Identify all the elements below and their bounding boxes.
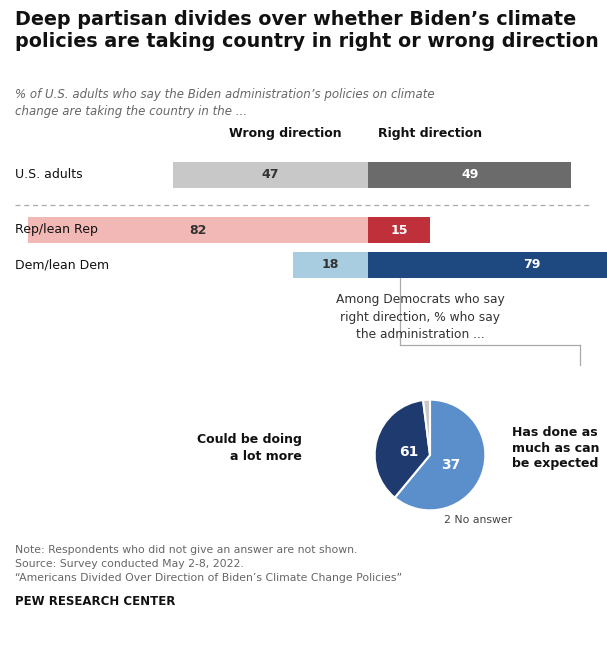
Text: Note: Respondents who did not give an answer are not shown.: Note: Respondents who did not give an an…: [15, 545, 358, 555]
Text: 79: 79: [523, 258, 541, 271]
Text: Source: Survey conducted May 2-8, 2022.: Source: Survey conducted May 2-8, 2022.: [15, 559, 244, 569]
Wedge shape: [395, 400, 486, 510]
Text: “Americans Divided Over Direction of Biden’s Climate Change Policies”: “Americans Divided Over Direction of Bid…: [15, 573, 402, 583]
Bar: [28, 217, 368, 243]
Text: 15: 15: [390, 224, 408, 236]
Text: Right direction: Right direction: [378, 127, 482, 140]
Text: % of U.S. adults who say the Biden administration’s policies on climate
change a: % of U.S. adults who say the Biden admin…: [15, 88, 435, 117]
Text: 2 No answer: 2 No answer: [444, 515, 512, 525]
Text: Dem/lean Dem: Dem/lean Dem: [15, 258, 109, 271]
Text: Has done as
much as can
be expected: Has done as much as can be expected: [512, 426, 600, 471]
Text: Deep partisan divides over whether Biden’s climate
policies are taking country i: Deep partisan divides over whether Biden…: [15, 10, 599, 51]
Text: 37: 37: [441, 458, 461, 472]
Text: 47: 47: [262, 169, 279, 181]
Text: U.S. adults: U.S. adults: [15, 169, 83, 181]
Text: PEW RESEARCH CENTER: PEW RESEARCH CENTER: [15, 595, 175, 608]
Wedge shape: [423, 400, 430, 455]
Wedge shape: [375, 400, 430, 498]
Bar: [368, 162, 571, 188]
Text: 18: 18: [322, 258, 339, 271]
Text: 49: 49: [461, 169, 478, 181]
Text: Could be doing
a lot more: Could be doing a lot more: [197, 434, 302, 463]
Bar: [173, 162, 368, 188]
Text: 82: 82: [189, 224, 206, 236]
Bar: [368, 252, 607, 278]
Text: Among Democrats who say
right direction, % who say
the administration ...: Among Democrats who say right direction,…: [336, 293, 504, 341]
Text: Rep/lean Rep: Rep/lean Rep: [15, 224, 98, 236]
Text: Wrong direction: Wrong direction: [229, 127, 341, 140]
Bar: [368, 217, 430, 243]
Text: 61: 61: [399, 446, 419, 459]
Bar: [293, 252, 368, 278]
